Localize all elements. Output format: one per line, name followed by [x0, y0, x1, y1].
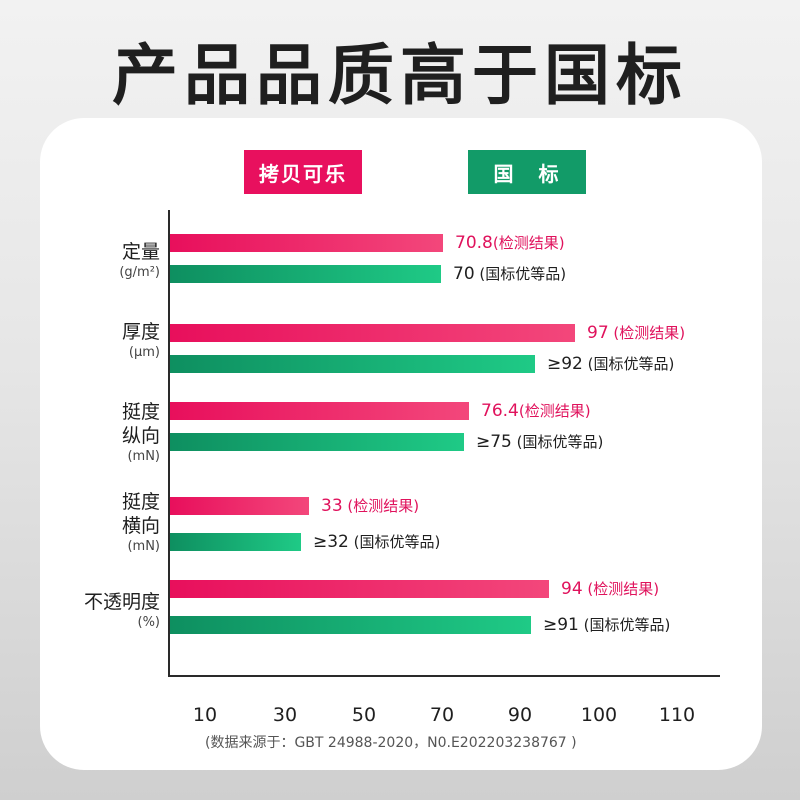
- data-label-value: 76.4: [481, 401, 519, 421]
- data-label-note: (国标优等品): [474, 265, 567, 283]
- x-tick-label: 30: [272, 704, 298, 726]
- x-tick-label: 100: [580, 704, 618, 726]
- category-unit: (%): [137, 615, 161, 630]
- data-label-value: ≥91: [543, 615, 579, 635]
- bar-standard-thickness: [170, 355, 535, 373]
- data-label-note: (检测结果): [608, 324, 686, 342]
- data-label-note: (国标优等品): [511, 433, 604, 451]
- data-label-note: (检测结果): [492, 234, 565, 252]
- x-axis-line: [168, 675, 720, 677]
- data-label-standard-stiffness-md: ≥75 (国标优等品): [476, 433, 603, 451]
- bar-standard-stiffness-md: [170, 433, 464, 451]
- bar-standard-weight: [170, 265, 441, 283]
- data-label-value: 70: [453, 264, 475, 284]
- category-name: 定量: [121, 241, 160, 263]
- data-label-value: 33: [321, 496, 343, 516]
- category-label-stiffness-md: 挺度 纵向 (mN): [122, 400, 160, 466]
- bar-ours-thickness: [170, 324, 575, 342]
- data-label-value: ≥92: [547, 354, 583, 374]
- data-label-value: ≥32: [313, 532, 349, 552]
- data-label-value: 94: [561, 579, 583, 599]
- category-name: 厚度: [121, 321, 160, 343]
- category-name: 不透明度: [83, 591, 160, 613]
- data-label-standard-opacity: ≥91 (国标优等品): [543, 616, 670, 634]
- bar-ours-stiffness-cd: [170, 497, 309, 515]
- x-tick-label: 70: [429, 704, 455, 726]
- data-label-standard-weight: 70 (国标优等品): [453, 265, 566, 283]
- data-label-note: (检测结果): [582, 580, 660, 598]
- data-label-standard-thickness: ≥92 (国标优等品): [547, 355, 674, 373]
- category-unit: (mN): [127, 539, 160, 554]
- legend-ours: 拷贝可乐: [244, 150, 362, 194]
- data-label-note: (国标优等品): [582, 355, 675, 373]
- data-label-ours-thickness: 97 (检测结果): [587, 324, 685, 342]
- bar-standard-opacity: [170, 616, 531, 634]
- category-name: 挺度 横向: [121, 491, 160, 537]
- data-label-note: (国标优等品): [348, 533, 441, 551]
- category-label-stiffness-cd: 挺度 横向 (mN): [122, 490, 160, 556]
- category-unit: (g/m²): [119, 265, 160, 280]
- category-label-weight: 定量 (g/m²): [119, 240, 160, 282]
- category-unit: (μm): [128, 345, 160, 360]
- data-label-ours-stiffness-md: 76.4(检测结果): [481, 402, 591, 420]
- y-axis-line: [168, 210, 170, 676]
- data-label-note: (检测结果): [518, 402, 591, 420]
- x-tick-label: 10: [192, 704, 218, 726]
- data-label-ours-weight: 70.8(检测结果): [455, 234, 565, 252]
- x-tick-label: 110: [658, 704, 696, 726]
- category-unit: (mN): [127, 449, 160, 464]
- data-label-value: 97: [587, 323, 609, 343]
- bar-standard-stiffness-cd: [170, 533, 301, 551]
- data-label-ours-opacity: 94 (检测结果): [561, 580, 659, 598]
- data-label-value: ≥75: [476, 432, 512, 452]
- data-label-standard-stiffness-cd: ≥32 (国标优等品): [313, 533, 440, 551]
- category-name: 挺度 纵向: [121, 401, 160, 447]
- bar-ours-opacity: [170, 580, 549, 598]
- bar-ours-stiffness-md: [170, 402, 469, 420]
- page-title: 产品品质高于国标: [112, 37, 688, 114]
- data-label-note: (检测结果): [342, 497, 420, 515]
- data-label-note: (国标优等品): [578, 616, 671, 634]
- data-label-ours-stiffness-cd: 33 (检测结果): [321, 497, 419, 515]
- x-tick-label: 50: [351, 704, 377, 726]
- bar-ours-weight: [170, 234, 443, 252]
- x-tick-label: 90: [507, 704, 533, 726]
- data-label-value: 70.8: [455, 233, 493, 253]
- category-label-opacity: 不透明度 (%): [84, 590, 160, 632]
- category-label-thickness: 厚度 (μm): [122, 320, 160, 362]
- source-note: (数据来源于：GBT 24988-2020，N0.E202203238767 ): [205, 735, 577, 751]
- legend-standard: 国 标: [468, 150, 586, 194]
